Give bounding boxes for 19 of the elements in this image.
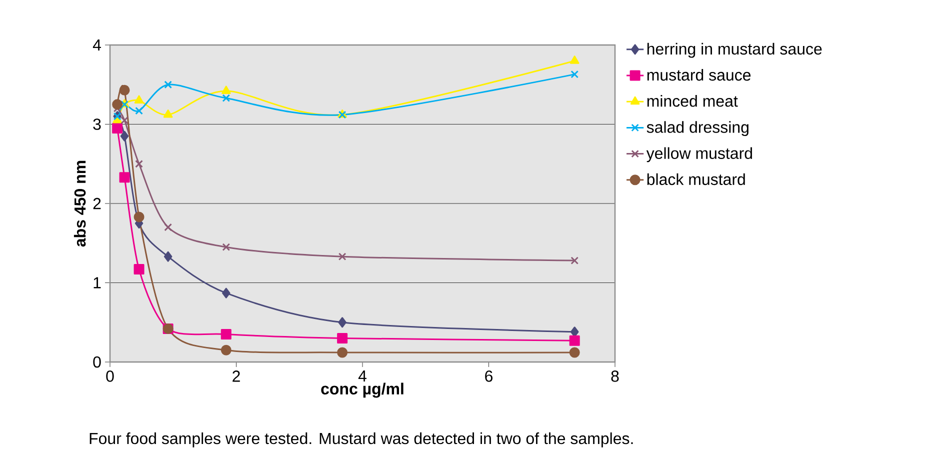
y-tick-label: 0 [93, 356, 101, 368]
legend-label: minced meat [647, 95, 738, 107]
x-tick-label: 8 [611, 370, 619, 382]
y-tick-label: 3 [93, 118, 101, 130]
legend-label: mustard sauce [647, 68, 751, 81]
y-tick-label: 1 [94, 277, 101, 288]
text: Four food samples were tested. Mustard was detected in two of the samples. [90, 432, 633, 448]
x-axis-title: conc µg/ml [321, 382, 404, 398]
x-tick-label: 2 [232, 370, 240, 382]
legend-label: salad dressing [646, 121, 748, 136]
legend-label: black mustard [647, 173, 745, 186]
x-tick-label: 6 [485, 370, 492, 382]
x-tick-label: 4 [358, 370, 366, 382]
legend-label: herring in mustard sauce [647, 42, 822, 58]
y-tick-label: 2 [93, 198, 101, 210]
legend-label: yellow mustard [646, 147, 752, 162]
x-tick-label: 0 [106, 370, 114, 382]
y-tick-label: 4 [92, 39, 101, 50]
y-axis-title: abs 450 nm [74, 160, 86, 247]
